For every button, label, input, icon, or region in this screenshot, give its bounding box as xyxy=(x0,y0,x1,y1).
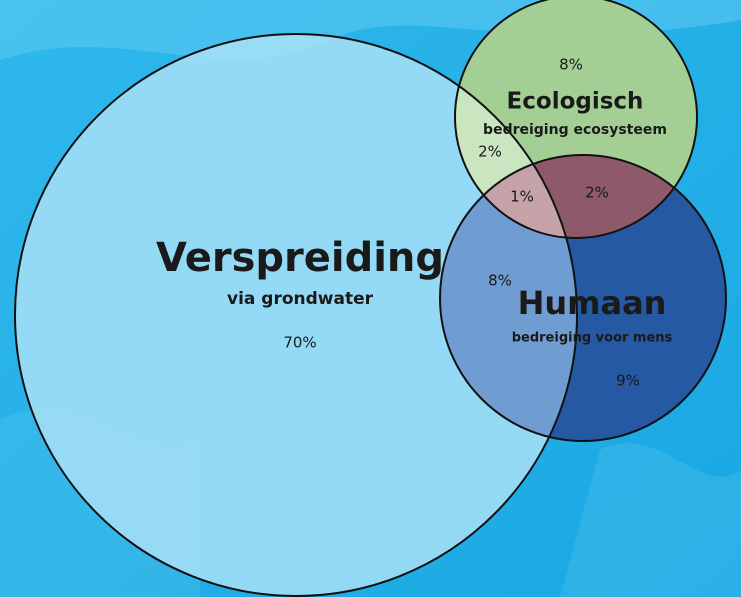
set-title: Humaan xyxy=(518,284,667,322)
region-label: 70% xyxy=(283,334,316,352)
set-subtitle: bedreiging ecosysteem xyxy=(483,122,667,138)
region-label: 8% xyxy=(488,272,512,290)
set-title: Verspreiding xyxy=(156,235,444,281)
region-label: 2% xyxy=(585,184,609,202)
set-subtitle: bedreiging voor mens xyxy=(512,331,673,346)
region-label: 8% xyxy=(559,56,583,74)
region-label: 1% xyxy=(510,188,534,206)
region-label: 9% xyxy=(616,372,640,390)
set-title: Ecologisch xyxy=(507,89,644,115)
set-subtitle: via grondwater xyxy=(227,289,374,309)
region-label: 2% xyxy=(478,143,502,161)
venn-diagram: Verspreiding via grondwater 70% Ecologis… xyxy=(0,0,741,597)
